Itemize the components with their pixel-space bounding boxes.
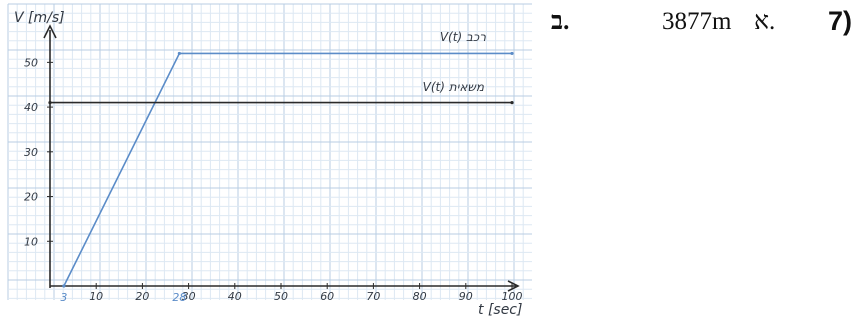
graph-labels: V [m/s] t [sec] V(t) רכב V(t) משאית <box>14 10 522 318</box>
x-tick-label: 40 <box>228 290 242 303</box>
tick-labels: 10 20 30 40 50 60 70 80 90 100 10 20 30 40 50 3 28 <box>24 56 523 304</box>
series-point <box>510 51 514 56</box>
series-label-truck: V(t) משאית <box>423 80 485 94</box>
x-axis-label: t [sec] <box>478 302 522 318</box>
x-mark-label: 3 <box>60 291 67 304</box>
series-lines <box>48 51 514 288</box>
series-point <box>48 101 52 105</box>
series-point <box>510 101 514 105</box>
answer-a-label: א. <box>754 8 776 35</box>
x-tick-label: 90 <box>459 290 473 303</box>
x-tick-label: 50 <box>274 290 288 303</box>
answer-b-label: ב. <box>551 8 570 35</box>
series-label-car: V(t) רכב <box>440 30 486 44</box>
x-mark-label: 28 <box>172 291 186 304</box>
series-point <box>177 51 181 56</box>
x-tick-label: 60 <box>320 290 334 303</box>
x-tick-label: 30 <box>182 290 196 303</box>
y-tick-label: 40 <box>24 101 38 114</box>
x-tick-label: 10 <box>89 290 103 303</box>
series-point <box>62 284 66 288</box>
y-axis-arrow <box>43 24 57 39</box>
graph-axes <box>43 24 520 292</box>
question-number: 7) <box>828 6 853 36</box>
x-tick-label: 80 <box>413 290 427 303</box>
x-tick-label: 20 <box>135 290 149 303</box>
velocity-time-graph: 10 20 30 40 50 60 70 80 90 100 10 20 30 40 50 3 28 V [m/… <box>7 3 532 318</box>
y-axis-label: V [m/s] <box>14 10 65 26</box>
x-tick-label: 70 <box>366 290 380 303</box>
graph-paper-grid <box>7 3 532 300</box>
y-tick-label: 50 <box>24 56 38 69</box>
y-tick-label: 10 <box>24 235 38 248</box>
x-tick-label: 100 <box>502 290 523 303</box>
y-tick-label: 20 <box>24 191 38 204</box>
x-axis-arrow <box>507 280 520 292</box>
y-tick-label: 30 <box>24 146 38 159</box>
answer-a-value: 3877m <box>662 8 732 35</box>
